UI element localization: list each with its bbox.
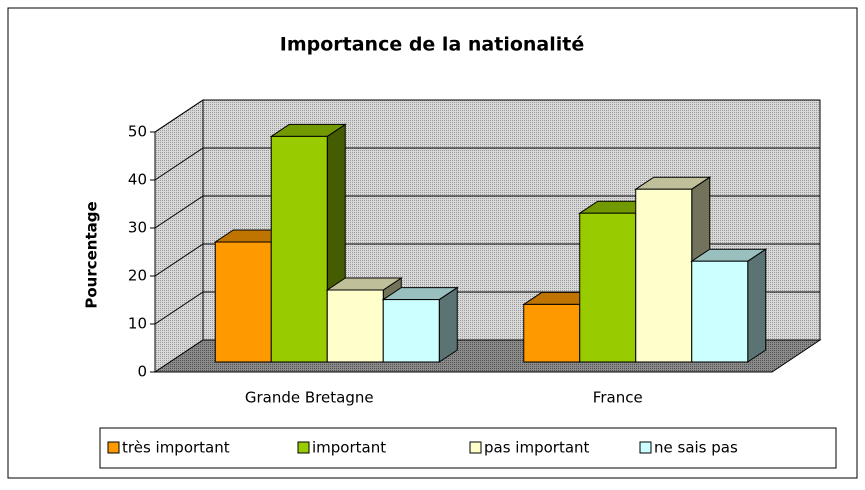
x-tick-label: Grande Bretagne <box>245 389 374 407</box>
bar <box>635 188 693 363</box>
grid-line <box>154 147 820 181</box>
legend-swatch <box>297 441 310 454</box>
bar <box>523 303 581 363</box>
y-axis-label: Pourcentage <box>83 201 101 308</box>
bar <box>382 299 440 363</box>
bar <box>270 135 328 363</box>
legend-label: très important <box>122 439 230 457</box>
legend-label: important <box>312 439 386 457</box>
legend-swatch <box>639 441 652 454</box>
legend-box <box>99 427 837 469</box>
legend-swatch <box>469 441 482 454</box>
y-tick-label: 10 <box>128 315 147 333</box>
y-tick-label: 0 <box>137 363 147 381</box>
y-tick-label: 50 <box>128 123 147 141</box>
bar-side <box>747 248 767 363</box>
legend-swatch <box>107 441 120 454</box>
bar <box>691 260 749 363</box>
bar <box>326 289 384 363</box>
bar-side <box>438 286 458 363</box>
bar <box>579 212 637 363</box>
bar <box>214 241 272 363</box>
legend-label: pas important <box>484 439 590 457</box>
y-tick-label: 20 <box>128 267 147 285</box>
grid-line <box>154 99 820 133</box>
y-tick-label: 40 <box>128 171 147 189</box>
legend-label: ne sais pas <box>654 439 738 457</box>
chart-title: Importance de la nationalité <box>280 34 584 56</box>
y-tick-label: 30 <box>128 219 147 237</box>
grid-line <box>154 195 820 229</box>
x-tick-label: France <box>593 389 643 407</box>
